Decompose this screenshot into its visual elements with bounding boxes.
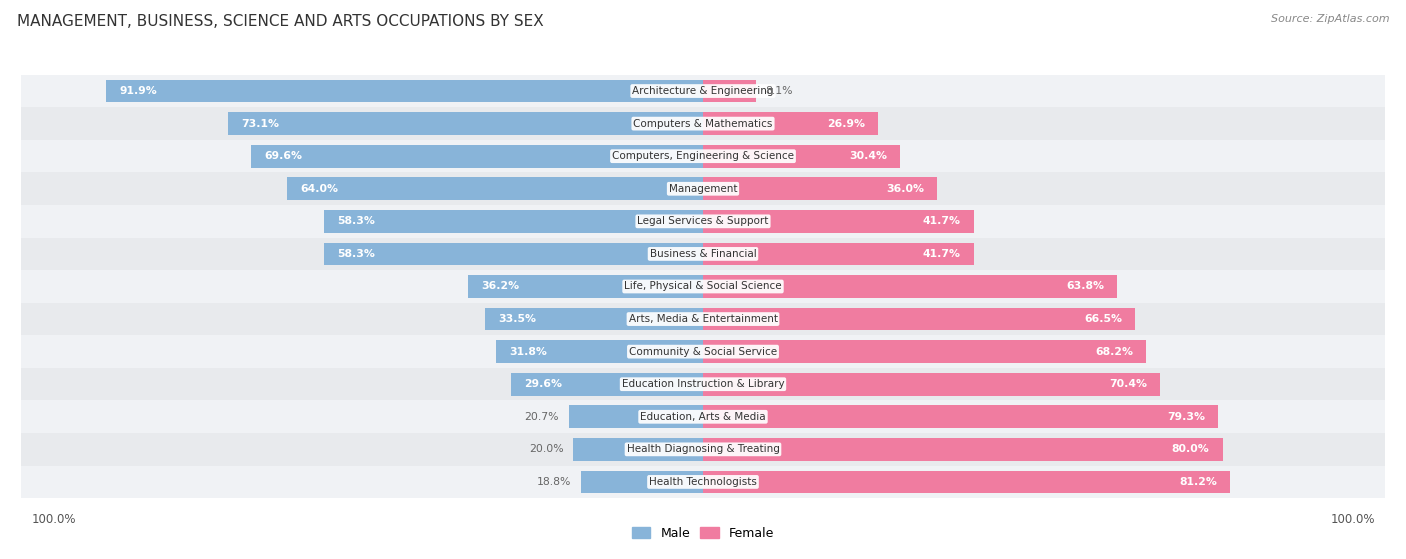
Bar [21,368,1385,400]
Text: 33.5%: 33.5% [499,314,537,324]
Text: 58.3%: 58.3% [337,249,375,259]
Bar [703,438,1223,461]
Text: Education, Arts & Media: Education, Arts & Media [640,412,766,422]
Bar [568,405,703,428]
Bar [21,140,1385,173]
Bar [703,471,1230,494]
Bar [21,335,1385,368]
Bar [287,177,703,200]
Text: Computers, Engineering & Science: Computers, Engineering & Science [612,151,794,161]
Bar [574,438,703,461]
Bar [496,340,703,363]
Text: 79.3%: 79.3% [1167,412,1205,422]
Text: 18.8%: 18.8% [537,477,571,487]
Bar [468,275,703,298]
Text: 26.9%: 26.9% [827,119,865,129]
Bar [703,405,1218,428]
Bar [21,75,1385,107]
Text: 41.7%: 41.7% [922,249,960,259]
Bar [485,307,703,330]
Text: 69.6%: 69.6% [264,151,302,161]
Bar [703,79,755,102]
Bar [703,373,1160,396]
Bar [21,303,1385,335]
Text: 20.7%: 20.7% [524,412,558,422]
Bar [325,210,703,233]
Bar [21,173,1385,205]
Text: 68.2%: 68.2% [1095,347,1133,357]
Text: 41.7%: 41.7% [922,216,960,226]
Bar [703,340,1146,363]
Text: Management: Management [669,184,737,194]
Bar [703,145,900,168]
Bar [703,243,974,266]
Bar [703,210,974,233]
Bar [703,177,936,200]
Text: Architecture & Engineering: Architecture & Engineering [633,86,773,96]
Text: Health Technologists: Health Technologists [650,477,756,487]
Text: 58.3%: 58.3% [337,216,375,226]
Text: 36.2%: 36.2% [481,282,519,291]
Bar [703,275,1118,298]
Bar [21,400,1385,433]
Text: Life, Physical & Social Science: Life, Physical & Social Science [624,282,782,291]
Text: Legal Services & Support: Legal Services & Support [637,216,769,226]
Bar [21,433,1385,466]
Bar [21,107,1385,140]
Text: Community & Social Service: Community & Social Service [628,347,778,357]
Text: Computers & Mathematics: Computers & Mathematics [633,119,773,129]
Text: 30.4%: 30.4% [849,151,887,161]
Bar [21,466,1385,498]
Bar [107,79,703,102]
Text: 36.0%: 36.0% [886,184,924,194]
Text: MANAGEMENT, BUSINESS, SCIENCE AND ARTS OCCUPATIONS BY SEX: MANAGEMENT, BUSINESS, SCIENCE AND ARTS O… [17,14,544,29]
Legend: Male, Female: Male, Female [627,522,779,544]
Bar [703,112,877,135]
Bar [228,112,703,135]
Text: Education Instruction & Library: Education Instruction & Library [621,379,785,389]
Bar [21,205,1385,238]
Text: 80.0%: 80.0% [1171,444,1209,454]
Text: 31.8%: 31.8% [509,347,547,357]
Bar [21,270,1385,303]
Text: Health Diagnosing & Treating: Health Diagnosing & Treating [627,444,779,454]
Text: 70.4%: 70.4% [1109,379,1147,389]
Text: 20.0%: 20.0% [529,444,564,454]
Text: 73.1%: 73.1% [242,119,280,129]
Text: Arts, Media & Entertainment: Arts, Media & Entertainment [628,314,778,324]
Bar [252,145,703,168]
Bar [703,307,1135,330]
Text: Source: ZipAtlas.com: Source: ZipAtlas.com [1271,14,1389,24]
Text: 66.5%: 66.5% [1084,314,1122,324]
Bar [510,373,703,396]
Text: 29.6%: 29.6% [524,379,562,389]
Text: 63.8%: 63.8% [1066,282,1104,291]
Bar [325,243,703,266]
Text: 91.9%: 91.9% [120,86,157,96]
Text: 64.0%: 64.0% [301,184,339,194]
Text: 8.1%: 8.1% [765,86,793,96]
Text: Business & Financial: Business & Financial [650,249,756,259]
Text: 81.2%: 81.2% [1180,477,1218,487]
Bar [581,471,703,494]
Bar [21,238,1385,270]
